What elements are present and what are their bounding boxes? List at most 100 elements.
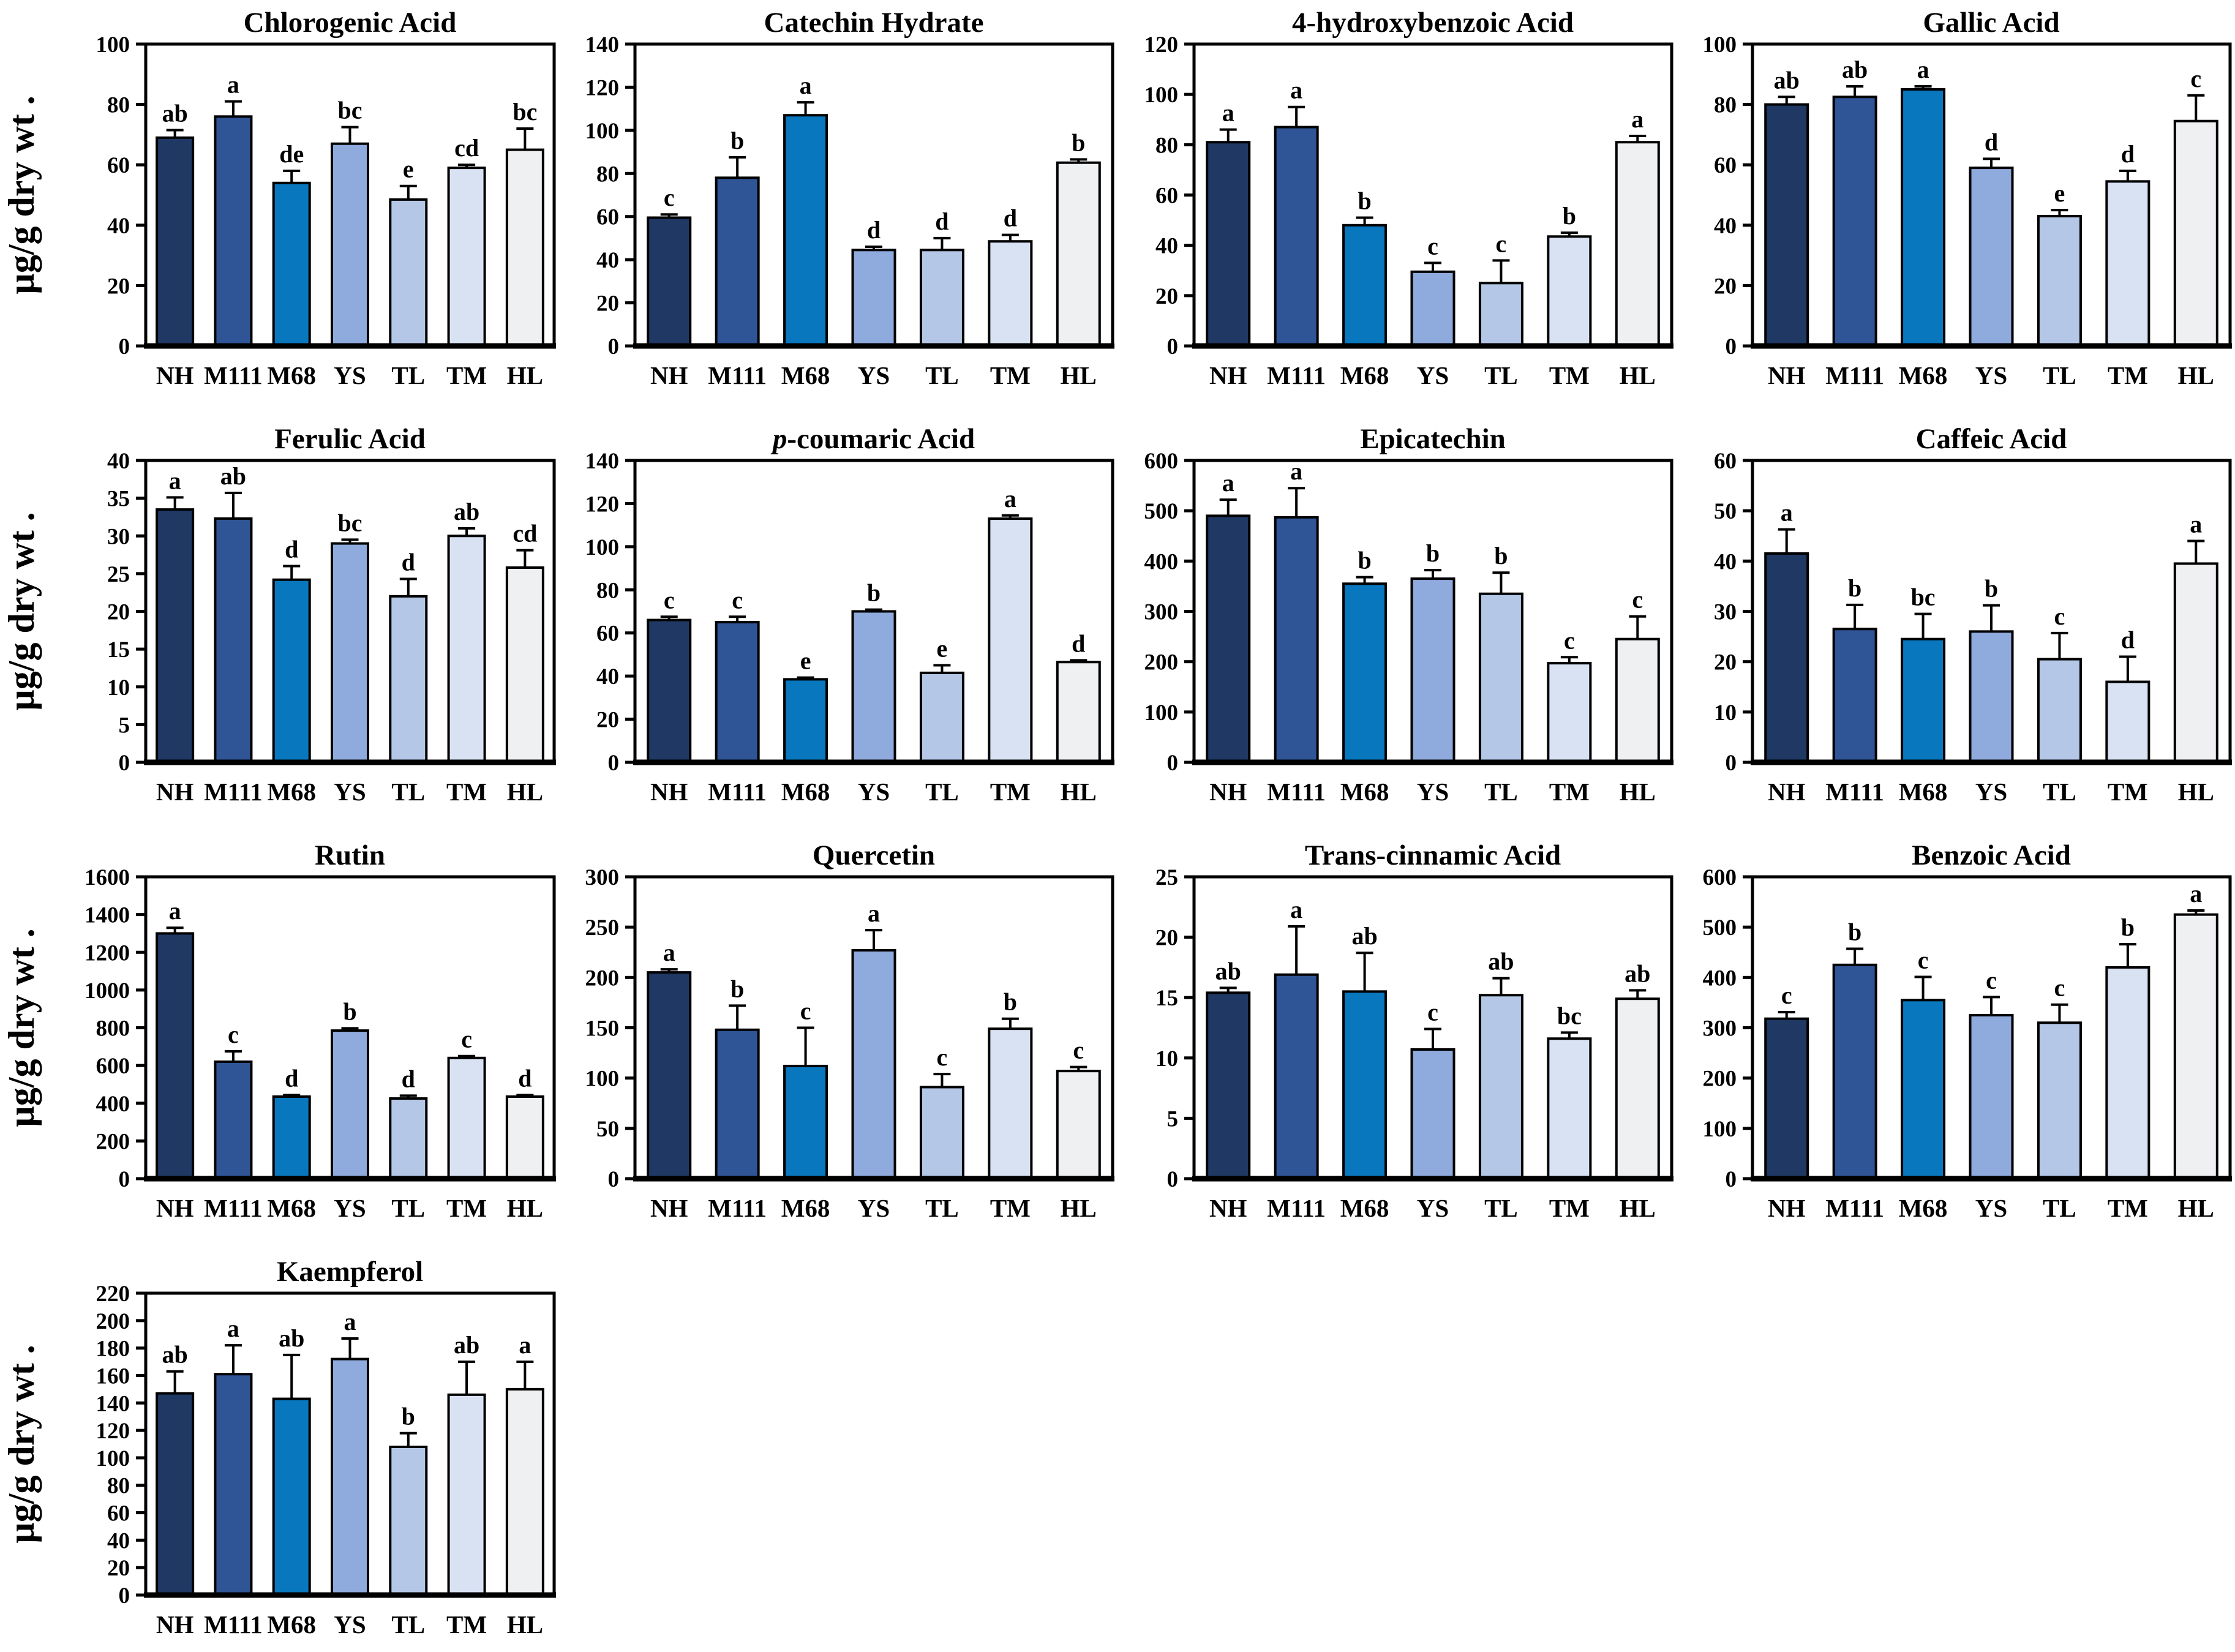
significance-letter: c [1496,230,1507,257]
significance-letter: a [1631,105,1643,133]
y-tick-label: 30 [107,524,130,549]
bar-NH [1206,991,1251,1180]
y-tick-label: 500 [1703,915,1737,941]
significance-letter: a [169,897,181,925]
significance-letter: a [519,1331,531,1359]
y-tick-label: 60 [1714,153,1737,178]
bar-HL [505,148,544,348]
y-tick-label: 1400 [85,903,130,928]
y-tick-label: 40 [107,214,130,239]
y-tick-label: 5 [1167,1106,1179,1132]
bar-TM [447,1393,486,1596]
significance-letter: ab [162,1341,188,1369]
x-category-label: HL [1620,1194,1656,1222]
bar-M111 [214,1060,253,1180]
x-category-label: M111 [708,361,767,389]
chart-caffeic-acid: Caffeic Acid 0 10 20 30 40 50 60 a NH b M111 bc M68 b Y… [1676,416,2235,833]
x-category-label: TM [2108,778,2148,806]
y-tick-label: 20 [596,708,619,733]
y-tick-label: 200 [1703,1067,1737,1092]
x-category-label: TM [2108,361,2148,389]
bar-YS [1410,577,1456,764]
y-tick-label: 600 [1144,449,1179,474]
significance-letter: a [1004,485,1016,512]
significance-letter: a [1781,499,1793,527]
bar-TM [447,535,486,764]
bar-HL [2173,913,2218,1180]
x-category-label: NH [650,778,688,806]
x-category-label: M68 [1899,361,1948,389]
bar-TM [447,1056,486,1180]
x-category-label: NH [1209,361,1247,389]
significance-letter: a [344,1308,356,1335]
significance-letter: ab [1842,56,1868,83]
y-tick-label: 120 [585,492,620,517]
bar-M111 [1274,126,1319,347]
bar-M111 [214,1373,253,1597]
bar-HL [2173,119,2218,347]
x-category-label: TL [391,1610,425,1639]
chart-canvas: Ferulic Acid µg/g dry wt . 0 5 10 15 20 25 30 35 4… [1,423,556,806]
x-category-label: NH [156,1194,194,1222]
x-category-label: M68 [781,778,830,806]
significance-letter: b [1426,539,1440,567]
y-tick-label: 200 [96,1129,130,1154]
y-axis-label: µg/g dry wt . [1,1345,42,1544]
y-tick-label: 40 [107,449,130,474]
significance-letter: d [285,1065,298,1092]
y-tick-label: 600 [96,1054,130,1079]
bar-M68 [272,181,311,347]
y-tick-label: 100 [1703,1117,1737,1142]
significance-letter: c [1564,626,1575,654]
y-tick-label: 20 [1155,284,1178,309]
bar-TL [2037,658,2082,764]
bar-TM [447,167,486,347]
y-tick-label: 60 [107,153,130,178]
x-category-label: YS [858,361,890,389]
significance-letter: d [2121,140,2135,168]
y-tick-label: 300 [585,865,620,890]
bar-NH [156,136,195,348]
x-category-label: TM [2108,1194,2148,1222]
x-category-label: YS [334,1610,366,1639]
significance-letter: b [867,579,881,607]
bar-TL [919,249,964,347]
x-category-label: M68 [1899,1194,1948,1222]
chart-kaempferol: Kaempferol µg/g dry wt . 0 20 40 60 80 100 120 14… [0,1249,559,1652]
chart-trans-cinnamic-acid: Trans-cinnamic Acid 0 5 10 15 20 25 ab NH a M111 ab… [1118,833,1677,1249]
bar-HL [1056,1070,1101,1180]
y-tick-label: 15 [1155,986,1178,1011]
bar-TL [919,671,964,764]
bar-YS [1410,270,1456,347]
significance-letter: d [2121,626,2135,653]
significance-letter: c [1986,966,1997,994]
bar-TM [988,240,1033,348]
chart-title: 4-hydroxybenzoic Acid [1292,7,1574,39]
bar-M111 [1274,973,1319,1180]
y-tick-label: 60 [1714,449,1737,474]
x-category-label: M68 [1340,1194,1389,1222]
significance-letter: b [1494,542,1508,569]
significance-letter: c [1632,586,1643,614]
x-category-label: HL [1061,778,1097,806]
x-category-label: TL [2043,1194,2076,1222]
bar-TL [389,595,428,764]
x-category-label: M68 [267,361,316,389]
x-category-label: TL [2043,778,2076,806]
chart-title: Gallic Acid [1923,7,2059,39]
y-tick-label: 1200 [85,941,130,966]
x-category-label: M111 [708,778,767,806]
y-tick-label: 80 [596,162,619,187]
bar-M68 [1342,582,1388,764]
bar-M111 [715,621,760,764]
chart-catechin-hydrate: Catechin Hydrate 0 20 40 60 80 100 120 140 c NH b M1… [558,0,1118,416]
bar-TL [919,1086,964,1180]
x-category-label: TL [925,1194,959,1222]
chart-canvas: Benzoic Acid 0 100 200 300 400 500 600 c NH b M111 c… [1703,839,2232,1222]
significance-letter: c [732,586,743,614]
significance-letter: ab [1351,922,1377,950]
significance-letter: a [1290,896,1302,923]
x-category-label: M111 [1825,361,1884,389]
bar-M68 [1342,223,1388,347]
